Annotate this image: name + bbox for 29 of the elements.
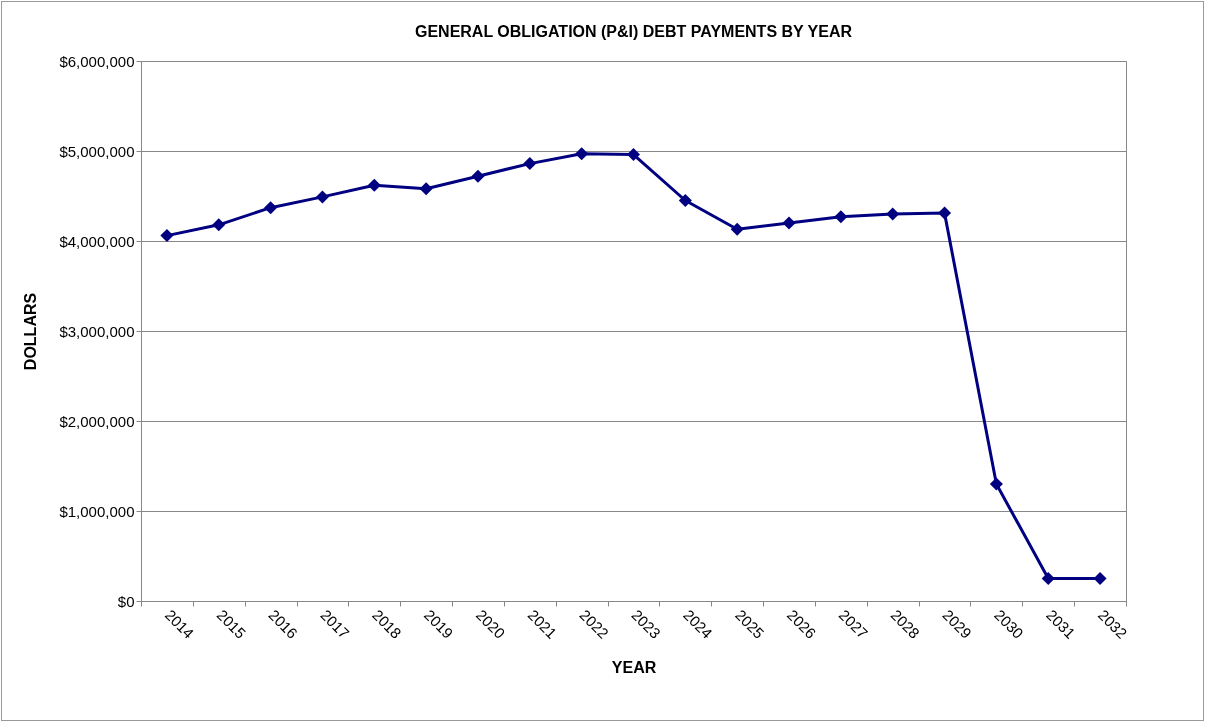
y-tick-label: $0 xyxy=(117,592,135,610)
chart-title: GENERAL OBLIGATION (P&I) DEBT PAYMENTS BY YEAR xyxy=(414,23,853,40)
point xyxy=(523,157,537,171)
point xyxy=(575,147,589,161)
point xyxy=(471,169,485,183)
y-axis-title: DOLLARS xyxy=(22,292,40,371)
y-tick-label: $2,000,000 xyxy=(59,412,135,430)
point xyxy=(1093,571,1107,586)
x-axis-title: YEAR xyxy=(611,658,657,676)
point xyxy=(315,190,329,204)
y-tick-label: $5,000,000 xyxy=(59,142,135,160)
y-tick-label: $4,000,000 xyxy=(59,232,135,250)
point xyxy=(1041,571,1055,586)
point xyxy=(160,229,174,243)
point xyxy=(626,148,641,162)
y-tick-label: $3,000,000 xyxy=(59,322,135,340)
point xyxy=(419,182,433,196)
point xyxy=(264,201,278,215)
y-tick-label: $6,000,000 xyxy=(59,52,135,70)
point xyxy=(367,178,381,192)
point xyxy=(886,207,900,221)
point xyxy=(678,193,692,208)
point xyxy=(938,206,952,220)
point xyxy=(730,222,744,236)
y-tick-label: $1,000,000 xyxy=(59,502,135,520)
point xyxy=(782,216,796,230)
point xyxy=(989,477,1003,491)
point xyxy=(212,218,226,232)
point xyxy=(834,210,848,224)
